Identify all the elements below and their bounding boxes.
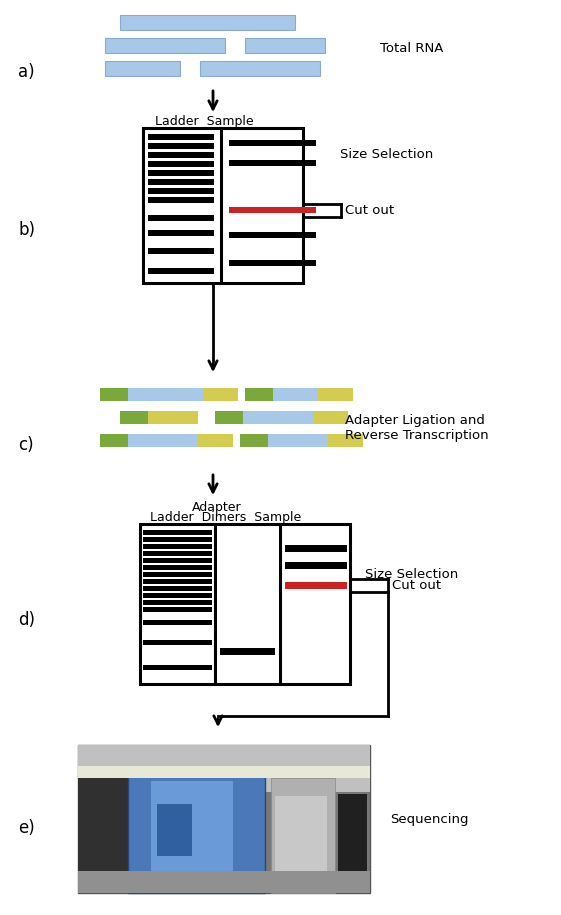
Bar bbox=[318, 388, 353, 401]
Bar bbox=[229, 260, 316, 266]
Text: Ladder  Sample: Ladder Sample bbox=[155, 115, 254, 128]
Bar bbox=[243, 411, 313, 424]
Bar bbox=[148, 215, 214, 221]
Bar bbox=[128, 434, 198, 447]
Bar bbox=[148, 143, 214, 149]
Bar bbox=[151, 780, 233, 881]
Bar bbox=[338, 794, 367, 876]
Bar bbox=[120, 411, 148, 424]
Bar bbox=[328, 434, 363, 447]
Bar bbox=[240, 434, 268, 447]
Bar bbox=[143, 640, 212, 645]
Bar bbox=[148, 411, 198, 424]
Bar bbox=[229, 232, 316, 238]
Bar bbox=[148, 268, 214, 274]
Bar bbox=[215, 411, 243, 424]
Bar bbox=[271, 778, 335, 893]
Bar bbox=[143, 565, 212, 570]
Bar bbox=[285, 562, 347, 569]
Bar bbox=[148, 248, 214, 254]
Bar bbox=[245, 38, 325, 53]
Text: d): d) bbox=[18, 611, 35, 629]
Bar bbox=[100, 388, 128, 401]
Bar bbox=[143, 620, 212, 625]
Bar bbox=[143, 665, 212, 670]
Bar bbox=[148, 197, 214, 203]
Bar bbox=[148, 161, 214, 167]
Text: Ladder  Dimers  Sample: Ladder Dimers Sample bbox=[150, 511, 301, 524]
Bar bbox=[128, 388, 203, 401]
Bar bbox=[143, 586, 212, 591]
Bar bbox=[143, 593, 212, 598]
Bar bbox=[120, 15, 295, 30]
Bar bbox=[148, 179, 214, 185]
Bar bbox=[285, 545, 347, 552]
Bar bbox=[273, 388, 318, 401]
Bar bbox=[200, 61, 320, 76]
Text: e): e) bbox=[18, 819, 35, 837]
Bar bbox=[143, 579, 212, 584]
Bar bbox=[143, 537, 212, 542]
Bar bbox=[78, 778, 131, 893]
Bar bbox=[229, 160, 316, 166]
Text: Cut out: Cut out bbox=[392, 579, 441, 592]
Bar bbox=[268, 434, 328, 447]
Bar bbox=[157, 804, 192, 856]
Bar bbox=[143, 544, 212, 549]
Bar bbox=[143, 600, 212, 605]
Bar bbox=[203, 388, 238, 401]
Bar bbox=[143, 128, 303, 283]
Bar bbox=[78, 745, 370, 792]
Bar bbox=[148, 188, 214, 194]
Text: a): a) bbox=[18, 63, 35, 81]
Bar bbox=[229, 207, 316, 213]
Text: Size Selection: Size Selection bbox=[340, 148, 433, 162]
Bar bbox=[229, 140, 316, 146]
Text: Adapter Ligation and
Reverse Transcription: Adapter Ligation and Reverse Transcripti… bbox=[345, 414, 489, 442]
Bar bbox=[128, 771, 265, 893]
Bar bbox=[143, 551, 212, 556]
Bar bbox=[78, 871, 370, 893]
Bar bbox=[220, 648, 275, 655]
Text: Total RNA: Total RNA bbox=[380, 41, 443, 55]
Text: b): b) bbox=[18, 221, 35, 239]
Text: Sequencing: Sequencing bbox=[390, 813, 468, 826]
Text: Adapter: Adapter bbox=[192, 501, 242, 513]
Bar bbox=[198, 434, 233, 447]
Text: Cut out: Cut out bbox=[345, 204, 394, 217]
Bar bbox=[143, 558, 212, 563]
Bar bbox=[285, 582, 347, 589]
Bar bbox=[105, 38, 225, 53]
Bar bbox=[143, 607, 212, 612]
Bar bbox=[275, 796, 327, 885]
Bar bbox=[78, 766, 370, 778]
Text: c): c) bbox=[18, 436, 34, 454]
Bar bbox=[105, 61, 180, 76]
Bar bbox=[140, 524, 350, 684]
Bar bbox=[148, 152, 214, 158]
Bar bbox=[148, 230, 214, 236]
Bar bbox=[100, 434, 128, 447]
Bar bbox=[143, 530, 212, 535]
Bar bbox=[143, 572, 212, 577]
Text: Size Selection: Size Selection bbox=[365, 568, 458, 582]
Bar bbox=[245, 388, 273, 401]
Bar bbox=[148, 134, 214, 140]
Bar bbox=[78, 745, 370, 893]
Bar bbox=[313, 411, 348, 424]
Bar bbox=[148, 170, 214, 176]
